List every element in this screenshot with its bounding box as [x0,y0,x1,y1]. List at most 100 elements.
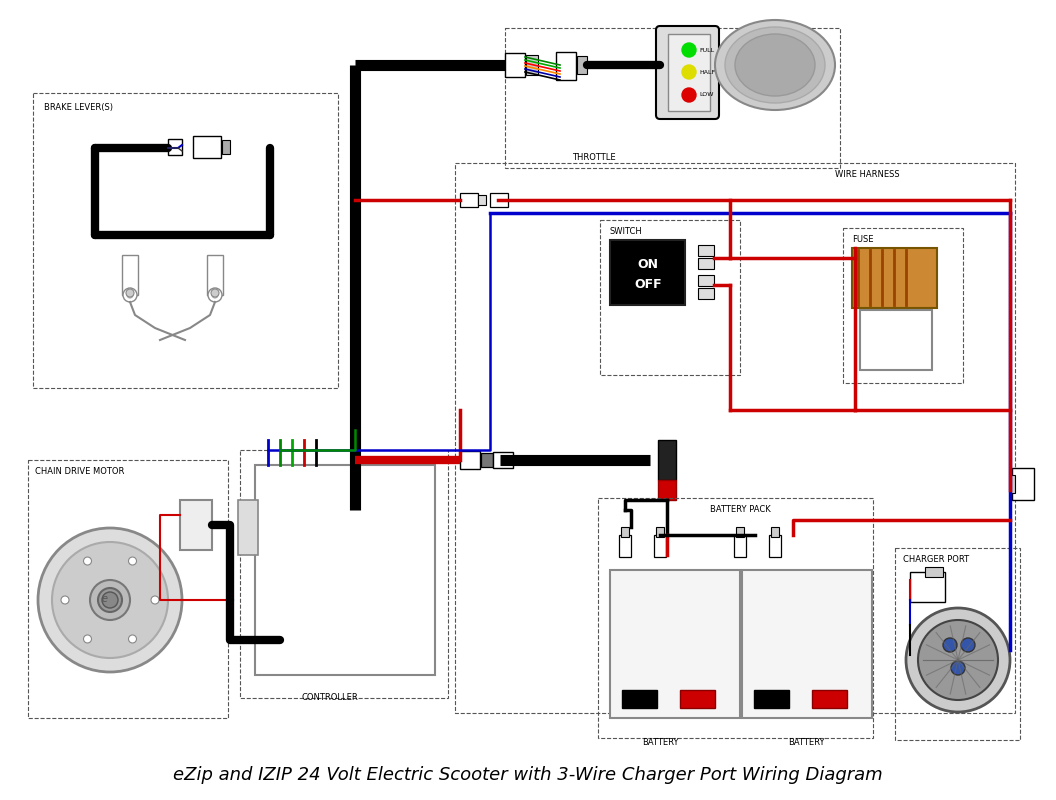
Bar [222,140,230,154]
Bar [493,452,513,468]
Bar [455,163,1015,713]
Text: BRAKE LEVER(S): BRAKE LEVER(S) [44,103,113,112]
Bar [1010,475,1015,493]
Circle shape [151,596,159,604]
Text: e: e [102,594,108,604]
FancyBboxPatch shape [656,26,719,119]
Bar [742,570,872,718]
Text: FULL: FULL [699,47,714,53]
Bar [240,450,448,698]
Circle shape [90,580,130,620]
Bar [654,535,666,557]
Circle shape [61,596,69,604]
Circle shape [682,43,696,57]
Text: HALF: HALF [699,70,715,74]
Bar [557,52,576,80]
Bar [698,258,714,269]
Bar [622,690,657,708]
Text: BATTERY: BATTERY [788,738,825,747]
Text: BATTERY: BATTERY [642,738,678,747]
Bar [736,527,744,537]
Bar [619,535,631,557]
Bar [910,572,945,602]
Text: CHAIN DRIVE MOTOR: CHAIN DRIVE MOTOR [35,467,125,476]
Bar [668,34,710,111]
Bar [490,193,508,207]
Bar [254,465,435,675]
Bar [658,440,676,480]
Ellipse shape [725,27,825,103]
Circle shape [98,588,122,612]
Bar [460,193,478,207]
Bar [1012,468,1034,500]
Bar [698,288,714,299]
Text: SWITCH: SWITCH [610,227,643,236]
Bar [698,245,714,256]
Bar [771,527,779,537]
Bar [852,248,937,308]
Bar [895,548,1020,740]
Bar [480,453,493,467]
Bar [207,255,223,295]
Bar [610,240,685,305]
Circle shape [943,638,957,652]
Bar [754,690,789,708]
Circle shape [682,65,696,79]
Text: THROTTLE: THROTTLE [572,153,616,162]
Bar [769,535,781,557]
Bar [238,500,258,555]
Circle shape [208,288,222,302]
Bar [598,498,873,738]
Ellipse shape [715,20,835,110]
Bar [505,28,840,168]
Circle shape [52,542,168,658]
Bar [478,195,486,205]
Bar [460,451,480,469]
Circle shape [127,292,133,298]
Circle shape [682,88,696,102]
Text: CHARGER PORT: CHARGER PORT [903,555,969,564]
Bar [698,275,714,286]
Bar [193,136,221,158]
Bar [843,228,963,383]
Circle shape [129,635,136,643]
Bar [621,527,629,537]
Circle shape [212,292,218,298]
Circle shape [126,289,134,297]
Text: OFF: OFF [635,278,662,291]
Bar [600,220,740,375]
Circle shape [906,608,1010,712]
Bar [180,500,212,550]
Bar [505,53,525,77]
Bar [680,690,715,708]
Circle shape [83,557,92,565]
Text: FUSE: FUSE [852,235,873,244]
Circle shape [122,288,137,302]
Bar [656,527,664,537]
Bar [925,567,943,577]
Text: eZip and IZIP 24 Volt Electric Scooter with 3-Wire Charger Port Wiring Diagram: eZip and IZIP 24 Volt Electric Scooter w… [173,766,883,784]
Circle shape [918,620,998,700]
Text: WIRE HARNESS: WIRE HARNESS [835,170,900,179]
Circle shape [102,592,118,608]
Ellipse shape [735,34,815,96]
Text: LOW: LOW [699,93,714,98]
Circle shape [38,528,182,672]
Text: CONTROLLER: CONTROLLER [302,693,358,702]
Bar [812,690,847,708]
Text: BATTERY PACK: BATTERY PACK [710,505,771,514]
Circle shape [951,661,965,675]
Bar [734,535,746,557]
Bar [577,56,587,74]
Circle shape [211,289,219,297]
Circle shape [961,638,975,652]
Bar [860,310,932,370]
Bar [610,570,740,718]
Bar [658,480,676,500]
Bar [29,460,228,718]
Bar [168,139,182,155]
Bar [526,55,538,75]
Bar [33,93,338,388]
Circle shape [83,635,92,643]
Circle shape [129,557,136,565]
